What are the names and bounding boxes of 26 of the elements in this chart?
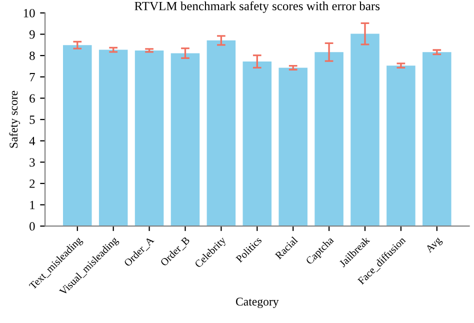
y-tick-label: 2 [30, 180, 35, 188]
y-tick-label: 3 [30, 158, 35, 167]
bar [350, 34, 380, 226]
y-tick-label: 8 [30, 52, 35, 60]
bar [314, 52, 344, 226]
x-tick-label: Avg [425, 236, 444, 255]
bar [98, 50, 128, 226]
bar [63, 45, 92, 226]
bar [170, 53, 200, 226]
bar [242, 62, 272, 226]
y-tick-label: 9 [29, 30, 35, 39]
bar [134, 50, 164, 226]
y-tick-label: 0 [30, 222, 35, 231]
y-tick-label: 5 [30, 116, 35, 124]
chart-title: RTVLM benchmark safety scores with error bars [134, 1, 380, 13]
y-tick-label: 7 [30, 73, 35, 82]
y-axis-title: Safety score [9, 90, 20, 148]
bar [386, 66, 416, 226]
y-tick-label: 4 [29, 136, 36, 146]
bar [422, 52, 452, 226]
x-axis-title: Category [236, 298, 279, 308]
bar [278, 68, 308, 226]
y-tick-label: 1 [30, 200, 35, 210]
y-tick-label: 6 [30, 94, 35, 103]
y-tick-label: 10 [24, 8, 35, 18]
bar [206, 40, 236, 226]
